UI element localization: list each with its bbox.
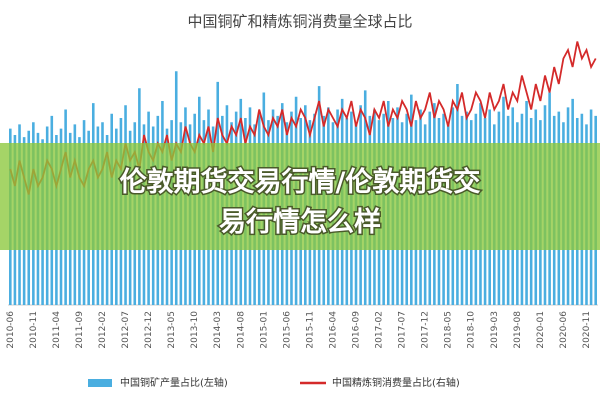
x-tick-label: 2010-06 — [6, 311, 16, 349]
chart-title: 中国铜矿和精炼铜消费量全球占比 — [187, 13, 412, 31]
x-tick-label: 2018-05 — [444, 311, 454, 349]
legend-swatch — [88, 379, 112, 387]
legend-label: 中国精炼铜消费量占比(右轴) — [332, 376, 460, 389]
x-tick-label: 2019-08 — [513, 311, 523, 349]
overlay-band — [0, 143, 600, 250]
x-tick-label: 2020-06 — [559, 311, 569, 349]
x-tick-label: 2013-10 — [190, 311, 200, 349]
legend-label: 中国铜矿产量占比(左轴) — [120, 376, 228, 389]
x-tick-label: 2020-01 — [536, 311, 546, 349]
x-tick-label: 2016-09 — [352, 311, 362, 349]
x-tick-label: 2017-02 — [375, 311, 385, 349]
x-tick-label: 2020-11 — [582, 311, 592, 349]
x-tick-label: 2011-09 — [75, 311, 85, 349]
x-tick-label: 2015-06 — [282, 311, 292, 349]
x-tick-label: 2015-11 — [305, 311, 315, 349]
x-tick-label: 2014-08 — [236, 311, 246, 349]
x-tick-label: 2015-01 — [259, 311, 269, 349]
x-tick-label: 2014-03 — [213, 311, 223, 349]
x-tick-label: 2013-05 — [167, 311, 177, 349]
overlay-title: 伦敦期货交易行情/伦敦期货交易行情怎么样 — [120, 166, 481, 238]
x-tick-label: 2011-04 — [52, 311, 62, 349]
x-tick-label: 2012-07 — [121, 311, 131, 349]
x-tick-label: 2018-10 — [467, 311, 477, 349]
x-tick-label: 2017-07 — [398, 311, 408, 349]
x-tick-label: 2016-04 — [328, 311, 338, 349]
x-tick-label: 2012-02 — [98, 311, 108, 349]
x-tick-label: 2010-11 — [29, 311, 39, 349]
x-tick-label: 2017-12 — [421, 311, 431, 349]
x-tick-label: 2019-03 — [490, 311, 500, 349]
x-tick-label: 2012-12 — [144, 311, 154, 349]
